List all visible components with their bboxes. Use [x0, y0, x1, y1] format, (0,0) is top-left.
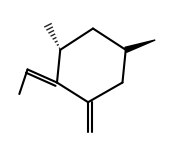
Polygon shape [125, 40, 155, 52]
